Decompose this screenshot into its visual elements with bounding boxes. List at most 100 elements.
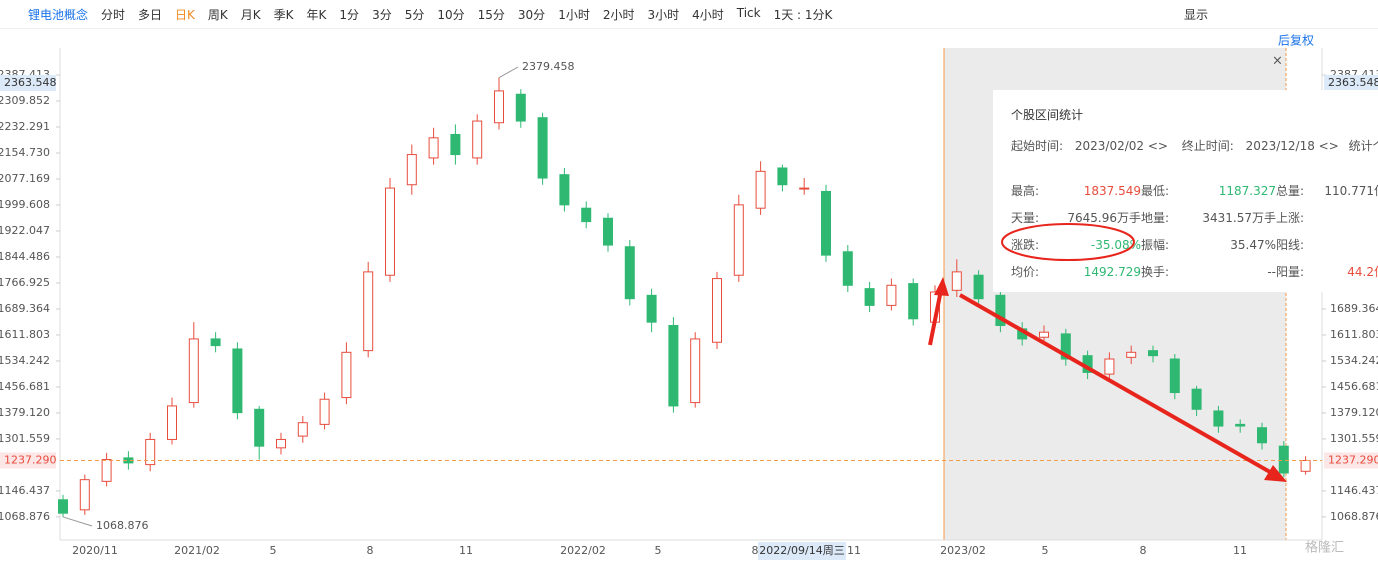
candle-body xyxy=(79,479,90,511)
x-tick-label: 2020/11 xyxy=(72,544,118,557)
candle-body xyxy=(232,348,243,414)
period-tab[interactable]: Tick xyxy=(736,5,761,20)
candle-body xyxy=(886,284,897,306)
candle-body xyxy=(603,217,613,246)
stock-name[interactable]: 锂电池概念 xyxy=(28,7,89,22)
y-tick-label: 1611.803 xyxy=(1330,328,1378,341)
y-tick-label: 1922.047 xyxy=(0,224,50,237)
y-tick-label: 1379.120 xyxy=(0,406,50,419)
stat-label: 振幅: xyxy=(1141,238,1170,252)
stat-value: 110.771亿 xyxy=(1324,184,1378,198)
candle-body xyxy=(101,459,112,482)
stat-value: 1187.327 xyxy=(1218,183,1276,198)
stat-label: 上涨: xyxy=(1276,211,1305,225)
watermark: 格隆汇 xyxy=(1305,540,1344,556)
candle-body xyxy=(363,271,374,352)
period-tab[interactable]: 月K xyxy=(240,7,261,22)
candle-body xyxy=(297,422,308,437)
candle-body xyxy=(1126,351,1137,358)
y-tick-label: 1456.681 xyxy=(0,380,50,393)
stat-value: -- xyxy=(1267,264,1276,279)
stat-label: 最低: xyxy=(1141,184,1170,198)
stat-label: 总量: xyxy=(1276,184,1305,198)
stat-value: 7645.96万手 xyxy=(1067,211,1141,225)
end-date[interactable]: 2023/12/18 xyxy=(1245,139,1315,153)
candle-body xyxy=(951,271,962,291)
candle-body xyxy=(188,338,199,404)
candle-body xyxy=(167,405,177,440)
start-date[interactable]: 2023/02/02 xyxy=(1074,139,1145,153)
min-label: 1068.876 xyxy=(96,519,149,532)
x-tick-label: 2021/02 xyxy=(174,544,220,557)
crosshair-date: 2022/09/14周三 xyxy=(759,544,844,557)
stat-value: 8 xyxy=(1316,211,1378,225)
candle-body xyxy=(58,499,68,514)
stat-value: 35.47% xyxy=(1230,237,1276,252)
stat-label: 地量: xyxy=(1141,211,1170,225)
period-tab[interactable]: 1小时 xyxy=(558,7,590,22)
period-tab[interactable]: 3分 xyxy=(372,7,392,22)
period-tab[interactable]: 季K xyxy=(273,7,294,22)
display-menu[interactable]: 显示 xyxy=(1183,7,1208,22)
y-tick-label: 1844.486 xyxy=(0,250,50,263)
y-tick-label: 2077.169 xyxy=(0,172,50,185)
candle-body xyxy=(777,167,788,186)
stat-label: 均价: xyxy=(1011,265,1040,279)
period-tab[interactable]: 4小时 xyxy=(692,7,724,22)
candle-body xyxy=(690,338,701,404)
period-tab[interactable]: 15分 xyxy=(477,7,505,22)
last-price-label: 1237.290 xyxy=(1328,453,1378,466)
y-tick-label: 2232.291 xyxy=(0,120,50,133)
candle-body xyxy=(842,251,853,286)
period-tab[interactable]: 1分 xyxy=(339,7,360,22)
y-tick-label: 1999.608 xyxy=(0,198,50,211)
panel-title: 个股区间统计 xyxy=(1011,108,1084,122)
candle-body xyxy=(712,278,722,343)
period-tab[interactable]: 30分 xyxy=(517,7,546,22)
close-icon[interactable]: × xyxy=(1272,54,1283,69)
period-tab[interactable]: 年K xyxy=(306,7,327,22)
candle-body xyxy=(1257,427,1267,444)
period-tab[interactable]: 10分 xyxy=(437,7,465,22)
period-tab[interactable]: 周K xyxy=(207,7,228,22)
candle-body xyxy=(755,170,766,209)
period-tab[interactable]: 多日 xyxy=(138,7,163,22)
y-tick-label: 1689.364 xyxy=(0,302,50,315)
crosshair-tag xyxy=(1324,75,1378,92)
stat-label: 阳量: xyxy=(1276,265,1305,279)
candle-body xyxy=(1169,358,1180,394)
y-tick-label: 1301.559 xyxy=(0,432,50,445)
candle-body xyxy=(1039,331,1049,338)
stat-value: 8 xyxy=(1316,238,1378,252)
crosshair-date-tag xyxy=(758,542,846,560)
candle-body xyxy=(472,120,483,159)
candle-body xyxy=(646,294,657,323)
period-tab[interactable]: 分时 xyxy=(101,7,126,22)
candle-body xyxy=(995,294,1006,327)
x-tick-label: 11 xyxy=(847,544,861,557)
label: 统计个 xyxy=(1348,139,1378,153)
last-price-label: 1237.290 xyxy=(4,453,57,466)
x-tick-label: 8 xyxy=(1140,544,1147,557)
date-range: 起始时间: 2023/02/02 <> 终止时间: 2023/12/18 <> … xyxy=(993,137,1378,159)
y-tick-label: 2154.730 xyxy=(0,146,50,159)
candle-body xyxy=(908,283,919,320)
period-tab[interactable]: 2小时 xyxy=(602,7,635,22)
y-tick-label: 2309.852 xyxy=(0,94,50,107)
period-tab[interactable]: 5分 xyxy=(404,7,425,22)
stat-label: 换手: xyxy=(1141,265,1170,279)
y-tick-label: 1379.120 xyxy=(1330,406,1378,419)
x-tick-label: 11 xyxy=(459,544,473,557)
period-tab[interactable]: 3小时 xyxy=(647,7,680,22)
period-tab[interactable]: 1天 : 1分K xyxy=(773,7,833,22)
y-tick-label: 1068.876 xyxy=(0,510,50,523)
candle-body xyxy=(385,187,395,276)
stats-panel: 个股区间统计 起始时间: 2023/02/02 <> 终止时间: 2023/12… xyxy=(993,90,1378,292)
adjust[interactable]: 后复权 xyxy=(1278,34,1314,48)
period-tab[interactable]: 日K xyxy=(175,7,195,22)
x-tick-label: 8 xyxy=(367,544,374,557)
candle-body xyxy=(1191,388,1202,410)
